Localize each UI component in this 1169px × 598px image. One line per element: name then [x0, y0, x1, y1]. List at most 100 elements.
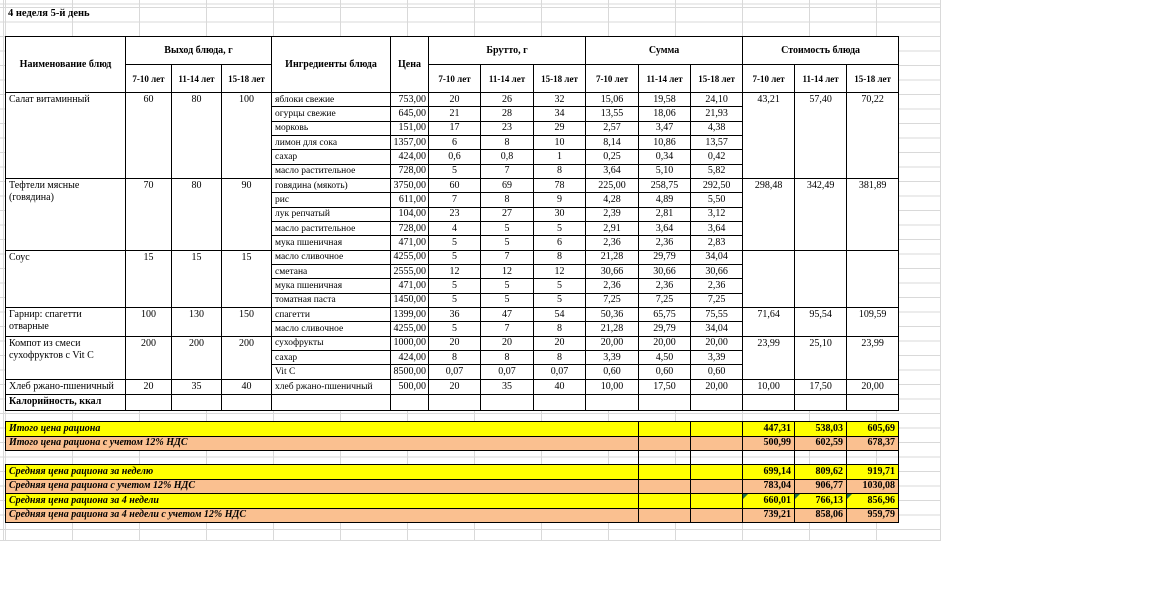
- cell-output-11-14[interactable]: 80: [171, 177, 222, 251]
- summary-value-11-14[interactable]: 906,77: [794, 478, 847, 494]
- header-output-age-15-18[interactable]: 15-18 лет: [220, 64, 273, 93]
- summary-value-7-10[interactable]: 699,14: [742, 464, 795, 480]
- cell-empty[interactable]: [690, 435, 743, 451]
- cell-gross-11-14[interactable]: 0,8: [480, 149, 535, 165]
- cell-cost-15-18[interactable]: [846, 394, 900, 411]
- cell-sum-7-10[interactable]: 0,60: [585, 364, 640, 380]
- cell-ingredient[interactable]: огурцы свежие: [271, 106, 392, 122]
- cell-price[interactable]: 1357,00: [390, 134, 430, 151]
- cell-gross-7-10[interactable]: 5: [428, 278, 482, 294]
- cell-sum-15-18[interactable]: 0,42: [690, 149, 744, 165]
- cell-sum-15-18[interactable]: 4,38: [690, 120, 744, 136]
- cell-ingredient[interactable]: мука пшеничная: [271, 235, 392, 251]
- cell-gross-7-10[interactable]: 5: [428, 321, 482, 337]
- cell-sum-15-18[interactable]: 0,60: [690, 364, 744, 380]
- cell-cost-7-10[interactable]: 10,00: [742, 378, 796, 396]
- cell-output-7-10[interactable]: [125, 394, 172, 411]
- cell-gross-7-10[interactable]: 5: [428, 249, 482, 265]
- cell-empty[interactable]: [638, 464, 691, 480]
- header-cost-age-15-18[interactable]: 15-18 лет: [846, 64, 900, 93]
- cell-dish-name[interactable]: Калорийность, ккал: [5, 394, 126, 411]
- cell-sum-15-18[interactable]: 3,39: [690, 349, 744, 366]
- cell-output-11-14[interactable]: 35: [171, 378, 222, 396]
- cell-cost-7-10[interactable]: 23,99: [742, 335, 796, 380]
- cell-sum-7-10[interactable]: 3,64: [585, 163, 640, 179]
- cell-sum-7-10[interactable]: 2,57: [585, 120, 640, 136]
- summary-row-label[interactable]: Средняя цена рациона за 4 недели с учето…: [5, 507, 639, 523]
- cell-cost-11-14[interactable]: 95,54: [794, 306, 848, 337]
- cell-gross-11-14[interactable]: 5: [480, 235, 535, 251]
- cell-ingredient[interactable]: сахар: [271, 149, 392, 165]
- summary-row-label[interactable]: Итого цена рациона: [5, 421, 639, 437]
- cell-cost-11-14[interactable]: 17,50: [794, 378, 848, 396]
- summary-value-7-10[interactable]: 500,99: [742, 435, 795, 451]
- cell-gross-15-18[interactable]: 12: [533, 263, 587, 280]
- cell-output-15-18[interactable]: 90: [220, 177, 273, 251]
- cell-price[interactable]: 3750,00: [390, 177, 430, 194]
- cell-empty[interactable]: [742, 450, 795, 465]
- cell-sum-15-18[interactable]: 5,82: [690, 163, 744, 179]
- cell-sum-11-14[interactable]: 5,10: [638, 163, 692, 179]
- cell-gross-15-18[interactable]: 78: [533, 177, 587, 194]
- cell-gross-7-10[interactable]: 6: [428, 134, 482, 151]
- cell-empty[interactable]: [638, 478, 691, 494]
- cell-gross-11-14[interactable]: 26: [480, 91, 535, 108]
- cell-output-11-14[interactable]: 80: [171, 92, 222, 179]
- cell-price[interactable]: 1450,00: [390, 292, 430, 308]
- summary-row-label[interactable]: Средняя цена рациона с учетом 12% НДС: [5, 478, 639, 494]
- cell-price[interactable]: 424,00: [390, 349, 430, 366]
- cell-empty[interactable]: [690, 464, 743, 480]
- cell-gross-11-14[interactable]: 5: [480, 220, 535, 237]
- cell-gross-7-10[interactable]: 0,07: [428, 364, 482, 380]
- cell-empty[interactable]: [638, 507, 691, 523]
- cell-gross-7-10[interactable]: 21: [428, 106, 482, 122]
- cell-gross-15-18[interactable]: 5: [533, 220, 587, 237]
- summary-value-7-10[interactable]: 447,31: [742, 421, 795, 437]
- cell-gross-11-14[interactable]: 28: [480, 106, 535, 122]
- cell-output-7-10[interactable]: 100: [125, 306, 172, 337]
- cell-sum-11-14[interactable]: 3,64: [638, 220, 692, 237]
- cell-gross-15-18[interactable]: 40: [533, 378, 587, 396]
- summary-value-11-14[interactable]: 538,03: [794, 421, 847, 437]
- header-output-age-7-10[interactable]: 7-10 лет: [125, 64, 172, 93]
- cell-gross-7-10[interactable]: 36: [428, 306, 482, 323]
- cell-cost-15-18[interactable]: 20,00: [846, 378, 900, 396]
- cell-empty[interactable]: [638, 435, 691, 451]
- cell-gross-15-18[interactable]: 34: [533, 106, 587, 122]
- cell-sum-11-14[interactable]: 10,86: [638, 134, 692, 151]
- summary-value-11-14[interactable]: 858,06: [794, 507, 847, 523]
- header-gross-age-7-10[interactable]: 7-10 лет: [428, 64, 482, 93]
- cell-sum-11-14[interactable]: 30,66: [638, 263, 692, 280]
- cell-dish-name[interactable]: Салат витаминный: [5, 92, 126, 179]
- cell-cost-11-14[interactable]: 25,10: [794, 335, 848, 380]
- cell-gross-15-18[interactable]: 8: [533, 321, 587, 337]
- cell-gross-15-18[interactable]: 8: [533, 249, 587, 265]
- cell-cost-15-18[interactable]: 381,89: [846, 177, 900, 251]
- cell-cost-11-14[interactable]: [794, 394, 848, 411]
- summary-value-15-18[interactable]: 919,71: [846, 464, 899, 480]
- cell-sum-11-14[interactable]: 258,75: [638, 177, 692, 194]
- cell-sum-11-14[interactable]: [638, 394, 692, 411]
- header-sum-age-7-10[interactable]: 7-10 лет: [585, 64, 640, 93]
- cell-sum-15-18[interactable]: 292,50: [690, 177, 744, 194]
- cell-sum-7-10[interactable]: 15,06: [585, 91, 640, 108]
- header-output-age-11-14[interactable]: 11-14 лет: [171, 64, 222, 93]
- cell-gross-11-14[interactable]: 12: [480, 263, 535, 280]
- cell-output-15-18[interactable]: 15: [220, 249, 273, 308]
- cell-gross-11-14[interactable]: 7: [480, 249, 535, 265]
- cell-sum-11-14[interactable]: 17,50: [638, 378, 692, 396]
- header-dish-name[interactable]: Наименование блюд: [5, 36, 126, 93]
- cell-output-11-14[interactable]: [171, 394, 222, 411]
- header-sum-age-11-14[interactable]: 11-14 лет: [638, 64, 692, 93]
- cell-sum-7-10[interactable]: 8,14: [585, 134, 640, 151]
- summary-value-7-10[interactable]: 739,21: [742, 507, 795, 523]
- cell-ingredient[interactable]: лук репчатый: [271, 206, 392, 222]
- cell-gross-11-14[interactable]: 23: [480, 120, 535, 136]
- cell-gross-11-14[interactable]: 5: [480, 278, 535, 294]
- header-output[interactable]: Выход блюда, г: [124, 36, 273, 65]
- summary-value-11-14[interactable]: 602,59: [794, 435, 847, 451]
- cell-cost-11-14[interactable]: 57,40: [794, 92, 848, 179]
- cell-sum-7-10[interactable]: 21,28: [585, 321, 640, 337]
- cell-gross-7-10[interactable]: 7: [428, 192, 482, 208]
- cell-gross-15-18[interactable]: [533, 394, 587, 411]
